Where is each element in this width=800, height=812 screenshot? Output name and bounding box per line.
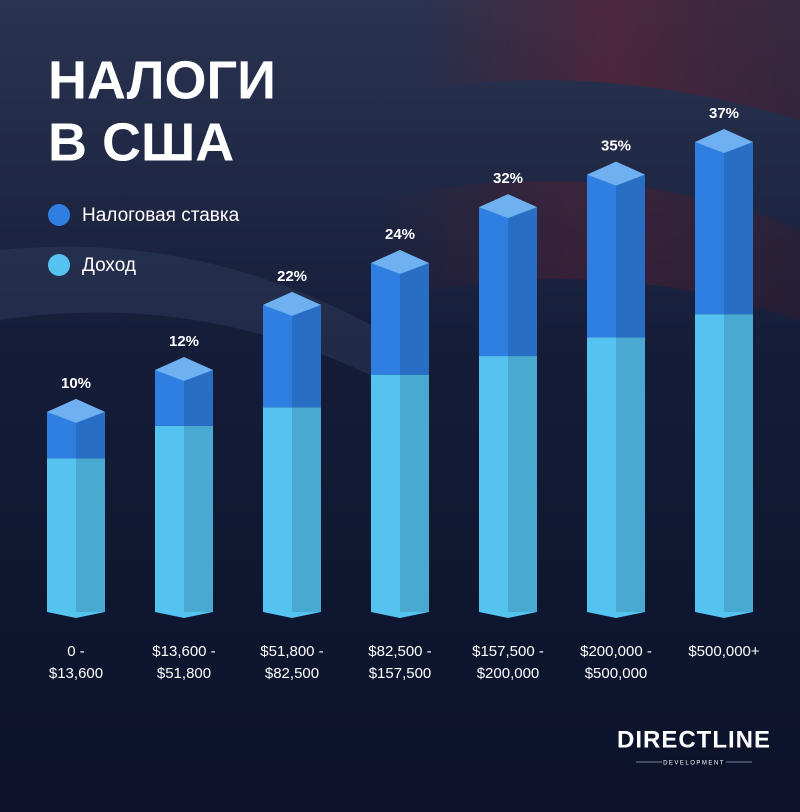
- bar-bottom: [587, 612, 645, 618]
- bar-cap: [155, 357, 213, 382]
- x-tick-line: $500,000+: [688, 643, 760, 660]
- bar-bottom: [479, 612, 537, 618]
- flag-stripe: [0, 246, 380, 380]
- bar-segment: [263, 304, 321, 408]
- value-label: 37%: [709, 105, 739, 122]
- legend-label: Доход: [82, 255, 136, 276]
- x-tick-line: $82,500: [265, 665, 319, 682]
- bar-shade: [292, 407, 321, 612]
- bar-segment: [695, 142, 753, 315]
- x-tick-line: $13,600 -: [152, 643, 215, 660]
- value-label: 12%: [169, 333, 199, 350]
- value-label: 24%: [385, 226, 415, 243]
- logo-tagline: DEVELOPMENT: [663, 761, 725, 767]
- bar-shade: [616, 337, 645, 612]
- chart-title: В США: [48, 112, 234, 172]
- x-tick-label: $51,800 - $82,500: [260, 643, 323, 682]
- bar-shade: [292, 304, 321, 408]
- bar-bottom: [695, 612, 753, 618]
- x-tick-line: $82,500 -: [368, 643, 431, 660]
- value-label: 10%: [61, 375, 91, 392]
- bar-bottom: [263, 612, 321, 618]
- bar-shade: [508, 356, 537, 612]
- x-tick-line: $51,800 -: [260, 643, 323, 660]
- bar-segment: [371, 374, 429, 612]
- bar-cap: [263, 291, 321, 316]
- logo-name: DIRECTLINE: [617, 726, 771, 753]
- bar-shade: [616, 174, 645, 338]
- legend-swatch: [48, 254, 70, 276]
- x-tick-label: $13,600 - $51,800: [152, 643, 215, 682]
- bar-bottom: [371, 612, 429, 618]
- bar-cap: [587, 161, 645, 186]
- value-label: 32%: [493, 170, 523, 187]
- bar-segment: [371, 262, 429, 375]
- bar-segment: [587, 174, 645, 338]
- value-label: 35%: [601, 138, 631, 155]
- x-tick-line: $157,500: [369, 665, 432, 682]
- bar-shade: [400, 374, 429, 612]
- x-tick-label: $200,000 - $500,000: [580, 643, 652, 682]
- bar-cap: [695, 129, 753, 153]
- x-tick-line: $157,500 -: [472, 643, 544, 660]
- bar-bottom: [47, 612, 105, 618]
- legend-swatch: [48, 204, 70, 226]
- bar-shade: [508, 207, 537, 357]
- bar-cap: [47, 398, 105, 423]
- logo-gap: [662, 756, 726, 768]
- x-tick-label: $500,000+: [688, 643, 760, 660]
- x-tick-line: 0 -: [67, 643, 85, 660]
- bar-shade: [184, 425, 213, 612]
- x-tick-label: $82,500 - $157,500: [368, 643, 431, 682]
- x-tick-line: $500,000: [585, 665, 648, 682]
- bar-segment: [47, 458, 105, 612]
- chart-title: НАЛОГИ: [48, 50, 276, 110]
- bar-shade: [76, 458, 105, 612]
- x-tick-line: $51,800: [157, 665, 211, 682]
- bar-shade: [400, 262, 429, 375]
- bar-segment: [155, 425, 213, 612]
- bar-shade: [724, 314, 753, 612]
- x-tick-label: $157,500 - $200,000: [472, 643, 544, 682]
- bar-segment: [695, 314, 753, 612]
- bar-shade: [724, 142, 753, 315]
- bar-segment: [263, 407, 321, 612]
- legend-label: Налоговая ставка: [82, 205, 240, 226]
- x-tick-line: $200,000: [477, 665, 540, 682]
- bar-bottom: [155, 612, 213, 618]
- bar-segment: [479, 207, 537, 357]
- bar-shade: [184, 370, 213, 426]
- x-tick-label: 0 - $13,600: [49, 643, 103, 682]
- value-label: 22%: [277, 268, 307, 285]
- x-tick-line: $13,600: [49, 665, 103, 682]
- x-tick-line: $200,000 -: [580, 643, 652, 660]
- bar-segment: [587, 337, 645, 612]
- bar-cap: [479, 194, 537, 219]
- bar-cap: [371, 249, 429, 274]
- flag-stripe: [420, 0, 800, 120]
- bar-segment: [479, 356, 537, 612]
